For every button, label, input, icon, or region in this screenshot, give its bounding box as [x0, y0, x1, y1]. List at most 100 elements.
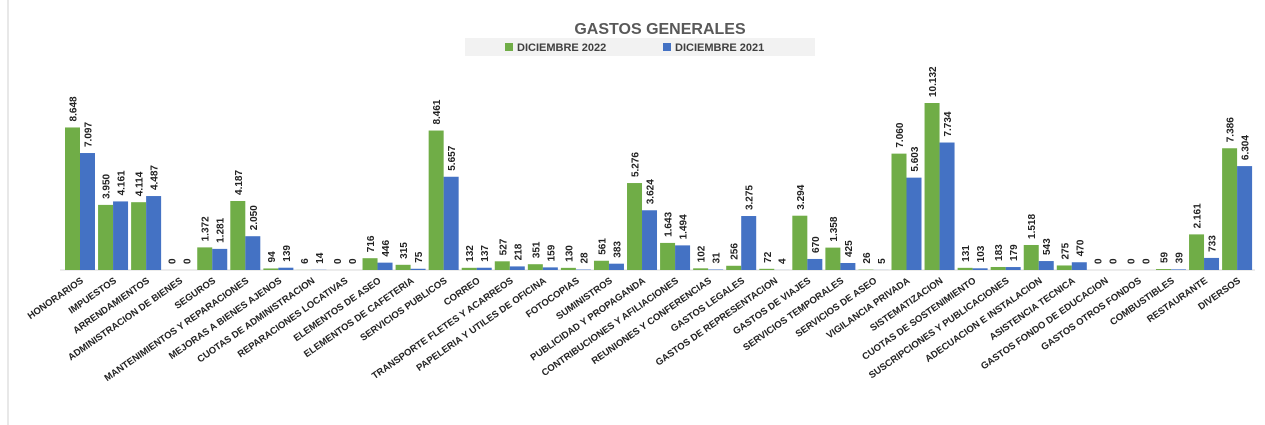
data-label: 351 — [531, 241, 542, 258]
data-label: 0 — [1141, 258, 1152, 264]
bar — [560, 267, 576, 270]
data-label: 5.657 — [447, 145, 458, 170]
bar — [1189, 234, 1205, 270]
bar — [212, 248, 228, 270]
bar — [693, 268, 709, 270]
data-label: 0 — [333, 258, 344, 264]
data-label: 4.487 — [150, 165, 161, 190]
data-label: 315 — [399, 242, 410, 259]
data-label: 6 — [300, 258, 311, 264]
bar — [527, 264, 543, 270]
bar — [395, 264, 411, 270]
bar — [759, 268, 775, 270]
data-label: 159 — [546, 244, 557, 261]
bar — [924, 103, 940, 270]
bar — [428, 130, 444, 270]
data-label: 7.097 — [84, 122, 95, 147]
bar — [542, 267, 558, 270]
data-label: 1.281 — [216, 217, 227, 242]
bar — [1155, 269, 1171, 270]
bar — [98, 204, 114, 270]
data-label: 383 — [612, 241, 623, 258]
bar — [825, 247, 841, 270]
data-label: 3.275 — [745, 185, 756, 210]
data-label: 137 — [480, 245, 491, 262]
data-label: 2.050 — [249, 205, 260, 230]
data-label: 179 — [1009, 244, 1020, 261]
data-label: 3.950 — [102, 173, 113, 198]
data-label: 1.643 — [664, 211, 675, 236]
bar — [972, 268, 988, 270]
data-label: 183 — [994, 244, 1005, 261]
data-label: 75 — [414, 251, 425, 263]
bar — [906, 177, 922, 270]
data-label: 26 — [862, 252, 873, 264]
legend-box — [465, 38, 815, 56]
x-tick-label: HONORARIOS — [26, 275, 86, 322]
data-label: 94 — [267, 251, 278, 263]
data-label: 1.358 — [829, 216, 840, 241]
bar — [278, 267, 294, 270]
bar — [245, 236, 261, 270]
bar — [840, 262, 856, 270]
bar — [726, 265, 742, 270]
bar — [362, 258, 378, 270]
bar — [1056, 265, 1072, 270]
data-label: 543 — [1042, 238, 1053, 255]
bar — [627, 183, 643, 270]
data-label: 561 — [597, 238, 608, 255]
bar — [197, 247, 213, 270]
data-label: 8.461 — [432, 99, 443, 124]
bar — [410, 268, 426, 270]
data-label: 103 — [976, 245, 987, 262]
bar — [1005, 267, 1021, 270]
bar — [608, 263, 624, 270]
data-label: 1.518 — [1027, 214, 1038, 239]
data-label: 0 — [1093, 258, 1104, 264]
data-label: 130 — [564, 245, 575, 262]
data-label: 527 — [498, 238, 509, 255]
bar — [65, 127, 80, 270]
data-label: 102 — [697, 245, 708, 262]
data-label: 3.294 — [796, 184, 807, 209]
data-label: 425 — [844, 240, 855, 257]
data-label: 0 — [168, 258, 179, 264]
data-label: 4 — [778, 258, 789, 264]
legend-swatch — [663, 43, 671, 51]
data-label: 1.494 — [679, 214, 690, 239]
data-label: 14 — [315, 252, 326, 264]
data-label: 275 — [1060, 242, 1071, 259]
data-label: 256 — [730, 243, 741, 260]
data-label: 7.734 — [943, 111, 954, 136]
bar — [1071, 262, 1087, 270]
bar — [807, 258, 823, 270]
data-label: 5.276 — [631, 152, 642, 177]
data-label: 59 — [1159, 251, 1170, 263]
bar — [461, 267, 477, 270]
data-label: 139 — [282, 245, 293, 262]
data-label: 0 — [348, 258, 359, 264]
data-label: 0 — [1108, 258, 1119, 264]
bar — [675, 245, 691, 270]
data-label: 28 — [579, 252, 590, 264]
bar — [146, 196, 162, 270]
bar — [494, 261, 510, 270]
data-label: 6.304 — [1241, 135, 1252, 160]
data-label: 5 — [877, 258, 888, 264]
data-label: 39 — [1174, 252, 1185, 264]
data-label: 131 — [961, 245, 972, 262]
bar — [708, 269, 724, 270]
data-label: 31 — [712, 252, 723, 264]
bar — [1222, 148, 1238, 270]
data-label: 1.372 — [201, 216, 212, 241]
chart-title: GASTOS GENERALES — [574, 21, 746, 38]
legend-swatch — [505, 43, 513, 51]
data-label: 7.386 — [1226, 117, 1237, 142]
data-label: 446 — [381, 240, 392, 257]
data-label: 10.132 — [928, 66, 939, 97]
legend-label: DICIEMBRE 2022 — [517, 42, 606, 54]
bar — [263, 268, 279, 270]
data-label: 218 — [513, 243, 524, 260]
bar — [741, 216, 757, 270]
